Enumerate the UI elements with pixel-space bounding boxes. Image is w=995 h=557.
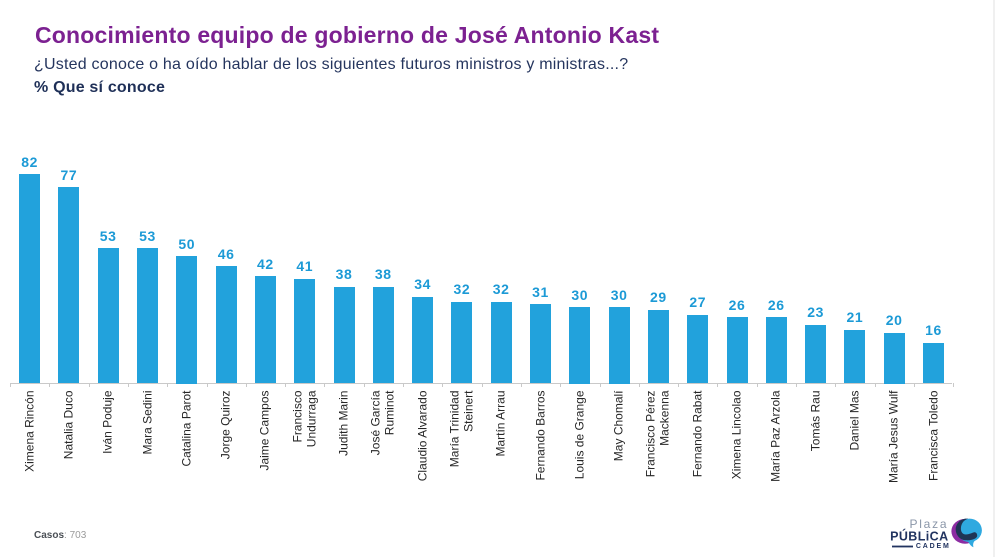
svg-text:Plaza: Plaza	[910, 517, 949, 531]
svg-text:CADEM: CADEM	[916, 543, 951, 550]
svg-text:PÚBLiCA: PÚBLiCA	[890, 529, 948, 544]
